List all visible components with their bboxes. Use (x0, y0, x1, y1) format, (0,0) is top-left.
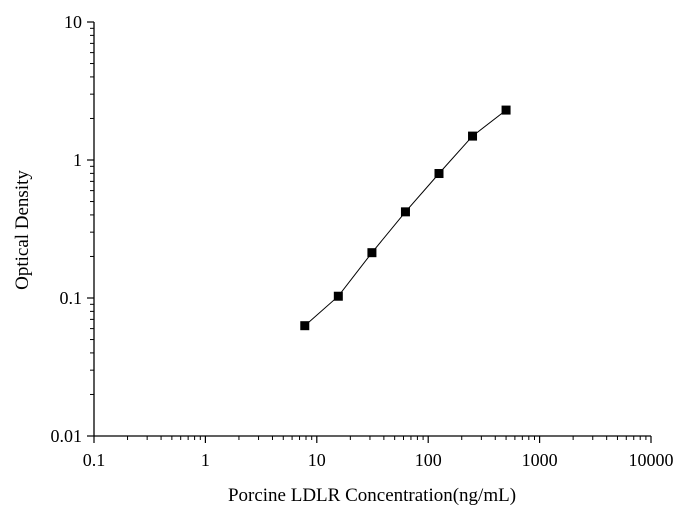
y-tick-label: 1 (73, 150, 82, 170)
y-tick-label: 10 (64, 12, 82, 32)
data-point (501, 105, 511, 115)
data-points (300, 105, 511, 331)
axes (93, 22, 651, 437)
x-tick-label: 10000 (629, 450, 674, 470)
data-point (400, 207, 410, 217)
y-tick-label: 0.01 (51, 426, 83, 446)
data-point (367, 248, 377, 258)
y-tick-label: 0.1 (60, 288, 83, 308)
y-axis-title: Optical Density (12, 170, 33, 290)
x-ticks: 0.1 1 10 100 1000 10000 (83, 436, 674, 470)
x-tick-label: 0.1 (83, 450, 106, 470)
x-tick-label: 10 (308, 450, 326, 470)
data-point (333, 291, 343, 301)
x-axis-title: Porcine LDLR Concentration(ng/mL) (228, 485, 516, 506)
x-tick-label: 1 (201, 450, 210, 470)
y-ticks: 0.01 0.1 1 10 (51, 12, 94, 446)
x-tick-label: 1000 (522, 450, 558, 470)
data-point (300, 321, 310, 331)
data-point (434, 169, 444, 179)
data-point (468, 131, 478, 141)
x-tick-label: 100 (415, 450, 442, 470)
